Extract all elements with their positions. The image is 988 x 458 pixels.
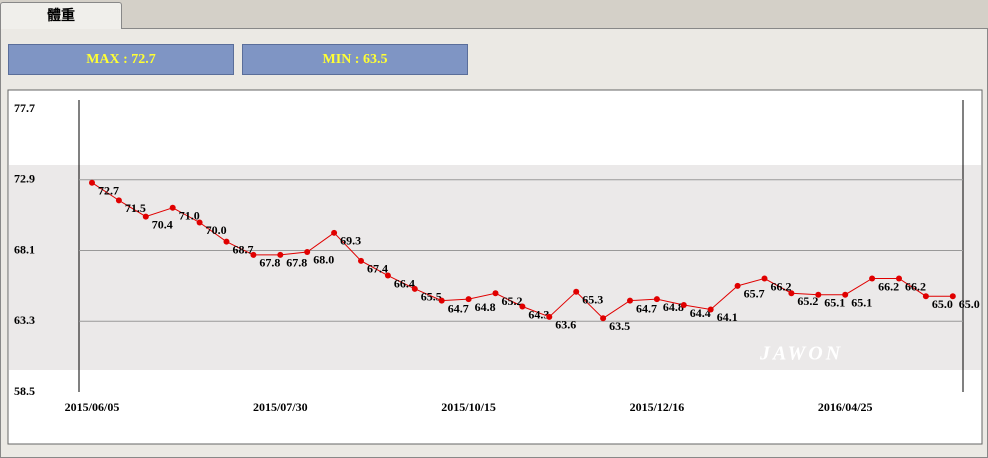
data-label: 67.4 [367,262,388,276]
watermark: JAWON [759,343,843,365]
data-label: 63.6 [555,318,576,332]
point [815,291,822,298]
point [142,213,149,220]
point [277,251,284,258]
point [600,315,607,322]
data-label: 64.8 [475,300,496,314]
data-label: 68.7 [233,242,254,256]
data-label: 65.0 [959,297,980,311]
data-label: 64.3 [528,307,549,321]
data-label: 65.5 [421,290,442,304]
point [331,229,338,236]
point [384,272,391,279]
point [869,275,876,282]
point [734,282,741,289]
point [788,290,795,297]
x-tick-label: 2015/12/16 [630,400,685,414]
point [169,204,176,211]
data-label: 65.0 [932,297,953,311]
y-tick-label: 63.3 [14,313,35,327]
point [115,197,122,204]
y-tick-label: 72.9 [14,172,35,186]
point [707,306,714,313]
data-label: 65.3 [582,293,603,307]
point [223,238,230,245]
point [196,219,203,226]
data-label: 68.0 [313,253,334,267]
data-label: 64.4 [690,306,711,320]
data-label: 70.4 [152,217,173,231]
point [89,179,95,186]
tab[interactable]: 體重 [0,2,122,29]
point [492,290,499,297]
y-tick-label: 77.7 [14,101,35,115]
point [922,293,929,300]
data-label: 71.5 [125,201,146,215]
data-label: 72.7 [98,183,119,197]
x-tick-label: 2016/04/25 [818,400,873,414]
data-label: 65.1 [824,295,845,309]
point [519,303,526,310]
point [949,293,956,300]
point [842,291,849,298]
data-label: 64.8 [663,300,684,314]
y-tick-label: 68.1 [14,242,35,256]
point [653,296,660,303]
point [304,248,311,255]
point [465,296,472,303]
data-label: 65.2 [502,294,523,308]
x-tick-label: 2015/10/15 [441,400,496,414]
data-label: 66.2 [771,279,792,293]
data-label: 64.7 [448,301,469,315]
point [627,297,633,304]
data-label: 71.0 [179,209,200,223]
data-label: 69.3 [340,234,361,248]
point [573,288,580,295]
data-label: 65.7 [744,287,765,301]
point [680,302,687,309]
data-label: 66.4 [394,276,415,290]
point [358,257,364,264]
point [250,251,257,258]
data-label: 63.5 [609,319,630,333]
y-tick-label: 58.5 [14,384,35,398]
data-label: 67.8 [259,256,280,270]
point [438,297,445,304]
point [546,313,553,320]
band [9,165,981,370]
max-box: MAX : 72.7 [8,44,234,75]
point [761,275,768,282]
data-label: 67.8 [286,256,307,270]
data-label: 66.2 [878,279,899,293]
data-label: 65.2 [797,294,818,308]
data-label: 64.1 [717,310,738,324]
data-label: 65.1 [851,295,872,309]
data-label: 64.7 [636,301,657,315]
min-box: MIN : 63.5 [242,44,468,75]
point [896,275,902,282]
data-label: 66.2 [905,279,926,293]
point [411,285,418,292]
x-tick-label: 2015/06/05 [65,400,120,414]
x-tick-label: 2015/07/30 [253,400,308,414]
data-label: 70.0 [206,223,227,237]
